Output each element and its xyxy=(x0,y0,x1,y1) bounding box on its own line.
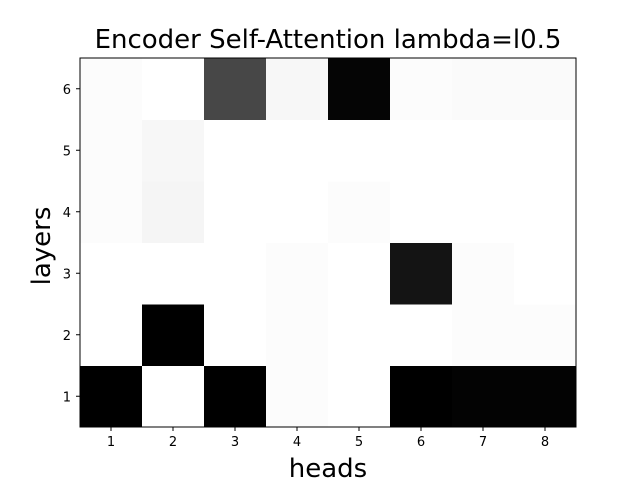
heatmap-cell-layer4-head8 xyxy=(514,181,577,243)
heatmap-cell-layer6-head3 xyxy=(204,58,267,120)
heatmap-cell-layer2-head1 xyxy=(80,304,143,366)
heatmap-cell-layer6-head6 xyxy=(390,58,453,120)
heatmap-cell-layer4-head1 xyxy=(80,181,143,243)
heatmap-cell-layer2-head3 xyxy=(204,304,267,366)
heatmap-cell-layer6-head7 xyxy=(452,58,515,120)
heatmap-cell-layer3-head3 xyxy=(204,242,267,305)
heatmap-cell-layer1-head8 xyxy=(514,365,577,428)
x-tick-label: 5 xyxy=(355,435,363,450)
x-tick-label: 2 xyxy=(169,435,177,450)
heatmap-cell-layer1-head1 xyxy=(80,365,143,428)
heatmap-cell-layer4-head6 xyxy=(390,181,453,243)
heatmap-cell-layer2-head2 xyxy=(142,304,205,366)
heatmap-cell-layer1-head7 xyxy=(452,365,515,428)
chart-title: Encoder Self-Attention lambda=l0.5 xyxy=(95,25,562,55)
heatmap-cell-layer4-head5 xyxy=(328,181,391,243)
y-tick-label: 5 xyxy=(63,144,71,159)
heatmap-cell-layer3-head2 xyxy=(142,242,205,305)
heatmap-cell-layer2-head6 xyxy=(390,304,453,366)
heatmap-cell-layer3-head6 xyxy=(390,242,453,305)
heatmap-cell-layer1-head3 xyxy=(204,365,267,428)
heatmap-cell-layer6-head8 xyxy=(514,58,577,120)
heatmap-cell-layer6-head1 xyxy=(80,58,143,120)
heatmap-cell-layer2-head7 xyxy=(452,304,515,366)
heatmap-cell-layer5-head3 xyxy=(204,119,267,182)
heatmap-cell-layer3-head4 xyxy=(266,242,329,305)
heatmap-cell-layer3-head7 xyxy=(452,242,515,305)
plot-frame xyxy=(79,57,577,428)
heatmap-cell-layer2-head5 xyxy=(328,304,391,366)
x-tick-label: 6 xyxy=(417,435,425,450)
heatmap-cell-layer1-head6 xyxy=(390,365,453,428)
y-axis-ticks: 1 2 3 4 5 6 xyxy=(63,83,80,405)
x-tick-label: 4 xyxy=(293,435,301,450)
heatmap-cell-layer1-head2 xyxy=(142,365,205,428)
heatmap-cell-layer5-head7 xyxy=(452,119,515,182)
x-tick-label: 3 xyxy=(231,435,239,450)
x-tick-label: 7 xyxy=(479,435,487,450)
heatmap-cell-layer5-head4 xyxy=(266,119,329,182)
heatmap-cell-layer6-head4 xyxy=(266,58,329,120)
heatmap-cell-layer4-head7 xyxy=(452,181,515,243)
heatmap-cell-layer5-head2 xyxy=(142,119,205,182)
heatmap-cell-layer3-head1 xyxy=(80,242,143,305)
heatmap-cell-layer3-head8 xyxy=(514,242,577,305)
y-tick-label: 3 xyxy=(63,267,71,282)
y-tick-label: 2 xyxy=(63,329,71,344)
y-tick-label: 6 xyxy=(63,83,71,98)
x-tick-label: 1 xyxy=(107,435,115,450)
heatmap-cell-layer2-head8 xyxy=(514,304,577,366)
heatmap-cells xyxy=(80,58,577,428)
x-tick-label: 8 xyxy=(541,435,549,450)
heatmap-cell-layer4-head4 xyxy=(266,181,329,243)
heatmap-cell-layer5-head5 xyxy=(328,119,391,182)
heatmap-cell-layer3-head5 xyxy=(328,242,391,305)
heatmap-cell-layer4-head2 xyxy=(142,181,205,243)
x-axis-label: heads xyxy=(289,454,367,480)
heatmap-cell-layer1-head5 xyxy=(328,365,391,428)
y-tick-label: 4 xyxy=(63,206,71,221)
heatmap-cell-layer4-head3 xyxy=(204,181,267,243)
heatmap-cell-layer1-head4 xyxy=(266,365,329,428)
heatmap-cell-layer5-head1 xyxy=(80,119,143,182)
heatmap-cell-layer6-head5 xyxy=(328,58,391,120)
heatmap-cell-layer2-head4 xyxy=(266,304,329,366)
y-tick-label: 1 xyxy=(63,390,71,405)
heatmap-cell-layer5-head8 xyxy=(514,119,577,182)
heatmap-cell-layer6-head2 xyxy=(142,58,205,120)
heatmap-cell-layer5-head6 xyxy=(390,119,453,182)
x-axis-ticks: 1 2 3 4 5 6 7 8 xyxy=(107,427,549,450)
y-axis-label: layers xyxy=(27,207,57,286)
